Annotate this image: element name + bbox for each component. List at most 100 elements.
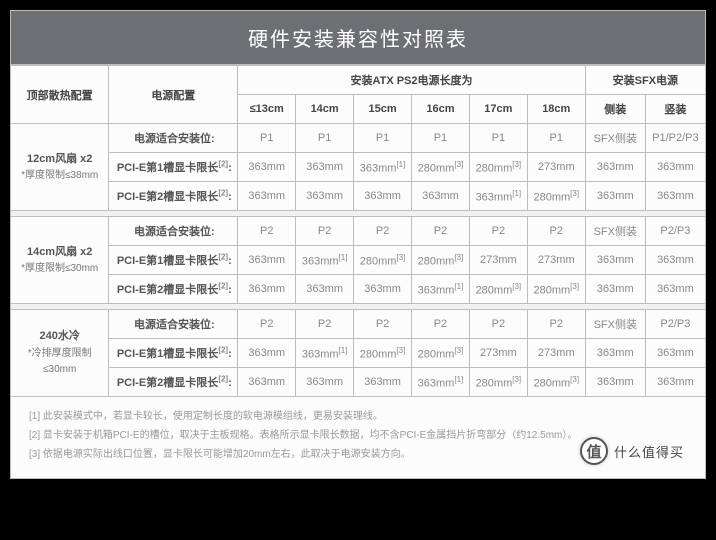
row-label-psu-fit: 电源适合安装位: (109, 310, 238, 339)
cell: P1 (469, 124, 527, 153)
row-label-pcie1: PCI-E第1槽显卡限长[2]: (109, 246, 238, 275)
cell: 363mm (354, 368, 412, 397)
cell: SFX侧装 (585, 217, 645, 246)
section-head: 14cm风扇 x2*厚度限制≤30mm (11, 217, 109, 304)
header-atx-group: 安装ATX PS2电源长度为 (238, 66, 585, 95)
watermark-text: 什么值得买 (614, 442, 684, 461)
compatibility-table-page: 硬件安装兼容性对照表 顶部散热配置 电源配置 安装ATX PS2电源长度为 安装… (10, 10, 706, 479)
section-head: 240水冷*冷排厚度限制≤30mm (11, 310, 109, 397)
cell: 363mm (238, 182, 296, 211)
cell: 273mm (469, 246, 527, 275)
cell: 363mm (296, 182, 354, 211)
cell: 280mm[3] (354, 339, 412, 368)
cell: 280mm[3] (412, 153, 470, 182)
row-label-pcie2: PCI-E第2槽显卡限长[2]: (109, 182, 238, 211)
cell: 363mm[1] (296, 339, 354, 368)
cell: P2 (412, 310, 470, 339)
cell: 280mm[3] (412, 339, 470, 368)
cell: 363mm (645, 339, 705, 368)
cell: 363mm (645, 275, 705, 304)
cell: 363mm[1] (469, 182, 527, 211)
cell: 363mm (645, 182, 705, 211)
cell: 280mm[3] (469, 275, 527, 304)
cell: 363mm (238, 153, 296, 182)
cell: 363mm (585, 246, 645, 275)
col-sfx-1: 竖装 (645, 95, 705, 124)
cell: 363mm (238, 275, 296, 304)
compat-table: 顶部散热配置 电源配置 安装ATX PS2电源长度为 安装SFX电源 ≤13cm… (10, 65, 706, 397)
watermark: 值 什么值得买 (580, 437, 684, 465)
table-row: PCI-E第2槽显卡限长[2]:363mm363mm363mm363mm363m… (11, 182, 706, 211)
cell: 363mm[1] (296, 246, 354, 275)
col-atx-3: 16cm (412, 95, 470, 124)
col-sfx-0: 侧装 (585, 95, 645, 124)
row-label-pcie1: PCI-E第1槽显卡限长[2]: (109, 153, 238, 182)
cell: 363mm (296, 153, 354, 182)
cell: 280mm[3] (527, 368, 585, 397)
cell: 363mm (585, 182, 645, 211)
cell: P2 (296, 310, 354, 339)
cell: P2 (354, 310, 412, 339)
watermark-icon: 值 (580, 437, 608, 465)
cell: 363mm (645, 368, 705, 397)
col-atx-0: ≤13cm (238, 95, 296, 124)
col-atx-1: 14cm (296, 95, 354, 124)
cell: P2/P3 (645, 310, 705, 339)
cell: P2 (469, 310, 527, 339)
cell: SFX侧装 (585, 310, 645, 339)
table-row: PCI-E第2槽显卡限长[2]:363mm363mm363mm363mm[1]2… (11, 275, 706, 304)
cell: 280mm[3] (469, 153, 527, 182)
row-label-pcie2: PCI-E第2槽显卡限长[2]: (109, 275, 238, 304)
cell: P2 (354, 217, 412, 246)
cell: SFX侧装 (585, 124, 645, 153)
cell: P2/P3 (645, 217, 705, 246)
cell: 363mm[1] (412, 368, 470, 397)
cell: P1 (296, 124, 354, 153)
cell: 273mm (527, 339, 585, 368)
cell: 280mm[3] (469, 368, 527, 397)
col-atx-5: 18cm (527, 95, 585, 124)
cell: P2 (527, 217, 585, 246)
cell: 363mm (585, 368, 645, 397)
cell: P1 (238, 124, 296, 153)
cell: 363mm (354, 182, 412, 211)
footnote-1: [1] 此安装模式中，若显卡较长，使用定制长度的软电源模组线，更易安装理线。 (29, 407, 687, 426)
page-title: 硬件安装兼容性对照表 (10, 10, 706, 65)
cell: P2 (469, 217, 527, 246)
cell: 280mm[3] (354, 246, 412, 275)
header-top-config: 顶部散热配置 (11, 66, 109, 124)
cell: 363mm (645, 153, 705, 182)
row-label-pcie2: PCI-E第2槽显卡限长[2]: (109, 368, 238, 397)
cell: P1 (412, 124, 470, 153)
cell: 363mm (585, 275, 645, 304)
header-psu-config: 电源配置 (109, 66, 238, 124)
cell: 363mm[1] (412, 275, 470, 304)
cell: 363mm (238, 339, 296, 368)
cell: 273mm (469, 339, 527, 368)
row-label-psu-fit: 电源适合安装位: (109, 124, 238, 153)
cell: P2 (238, 310, 296, 339)
cell: 363mm (238, 368, 296, 397)
cell: 280mm[3] (412, 246, 470, 275)
cell: P2 (296, 217, 354, 246)
row-label-psu-fit: 电源适合安装位: (109, 217, 238, 246)
table-row: PCI-E第1槽显卡限长[2]:363mm363mm[1]280mm[3]280… (11, 246, 706, 275)
cell: P2 (412, 217, 470, 246)
table-row: 240水冷*冷排厚度限制≤30mm电源适合安装位:P2P2P2P2P2P2SFX… (11, 310, 706, 339)
row-label-pcie1: PCI-E第1槽显卡限长[2]: (109, 339, 238, 368)
cell: P2 (527, 310, 585, 339)
cell: 280mm[3] (527, 182, 585, 211)
cell: 363mm (585, 339, 645, 368)
cell: 363mm (585, 153, 645, 182)
cell: 273mm (527, 153, 585, 182)
table-row: PCI-E第1槽显卡限长[2]:363mm363mm[1]280mm[3]280… (11, 339, 706, 368)
table-row: PCI-E第1槽显卡限长[2]:363mm363mm363mm[1]280mm[… (11, 153, 706, 182)
cell: 363mm (645, 246, 705, 275)
header-sfx-group: 安装SFX电源 (585, 66, 705, 95)
col-atx-2: 15cm (354, 95, 412, 124)
cell: 280mm[3] (527, 275, 585, 304)
table-row: 14cm风扇 x2*厚度限制≤30mm电源适合安装位:P2P2P2P2P2P2S… (11, 217, 706, 246)
cell: P1/P2/P3 (645, 124, 705, 153)
cell: 363mm (296, 275, 354, 304)
cell: 363mm (238, 246, 296, 275)
